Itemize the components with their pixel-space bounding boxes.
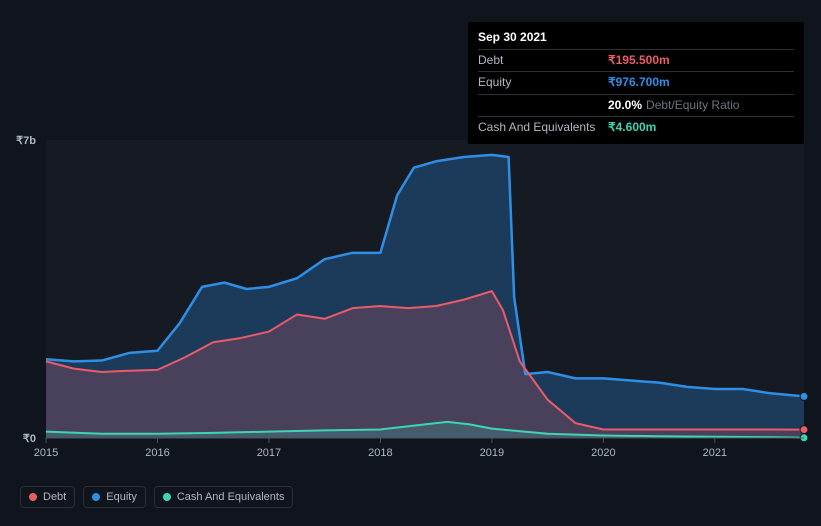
tooltip-row: 20.0%Debt/Equity Ratio xyxy=(478,94,794,116)
tooltip-row-value: ₹976.700m xyxy=(608,73,670,92)
svg-text:2015: 2015 xyxy=(34,447,58,459)
legend-dot-icon xyxy=(92,493,100,501)
tooltip-row-label: Equity xyxy=(478,73,608,92)
tooltip-row-value: ₹195.500m xyxy=(608,51,670,70)
tooltip-row-label: Cash And Equivalents xyxy=(478,118,608,137)
legend-label: Debt xyxy=(43,491,66,503)
svg-text:2019: 2019 xyxy=(480,447,504,459)
tooltip-row-value: ₹4.600m xyxy=(608,118,656,137)
chart-legend: Debt Equity Cash And Equivalents xyxy=(20,486,293,508)
legend-item[interactable]: Debt xyxy=(20,486,75,508)
legend-item[interactable]: Cash And Equivalents xyxy=(154,486,294,508)
chart-tooltip: Sep 30 2021 Debt₹195.500mEquity₹976.700m… xyxy=(468,22,804,144)
svg-text:₹0: ₹0 xyxy=(23,433,36,445)
tooltip-row-value: 20.0% xyxy=(608,96,642,115)
tooltip-row: Debt₹195.500m xyxy=(478,49,794,71)
svg-text:2016: 2016 xyxy=(145,447,169,459)
tooltip-row-label: Debt xyxy=(478,51,608,70)
svg-text:2018: 2018 xyxy=(368,447,392,459)
legend-label: Equity xyxy=(106,491,137,503)
legend-item[interactable]: Equity xyxy=(83,486,146,508)
svg-text:₹7b: ₹7b xyxy=(16,135,36,147)
svg-text:2021: 2021 xyxy=(703,447,727,459)
svg-text:2020: 2020 xyxy=(591,447,615,459)
legend-label: Cash And Equivalents xyxy=(177,491,285,503)
legend-dot-icon xyxy=(29,493,37,501)
tooltip-row: Equity₹976.700m xyxy=(478,71,794,93)
tooltip-row-suffix: Debt/Equity Ratio xyxy=(646,96,739,115)
legend-dot-icon xyxy=(163,493,171,501)
tooltip-row-label xyxy=(478,96,608,115)
tooltip-row: Cash And Equivalents₹4.600m xyxy=(478,116,794,138)
svg-text:2017: 2017 xyxy=(257,447,281,459)
tooltip-date: Sep 30 2021 xyxy=(478,28,794,47)
